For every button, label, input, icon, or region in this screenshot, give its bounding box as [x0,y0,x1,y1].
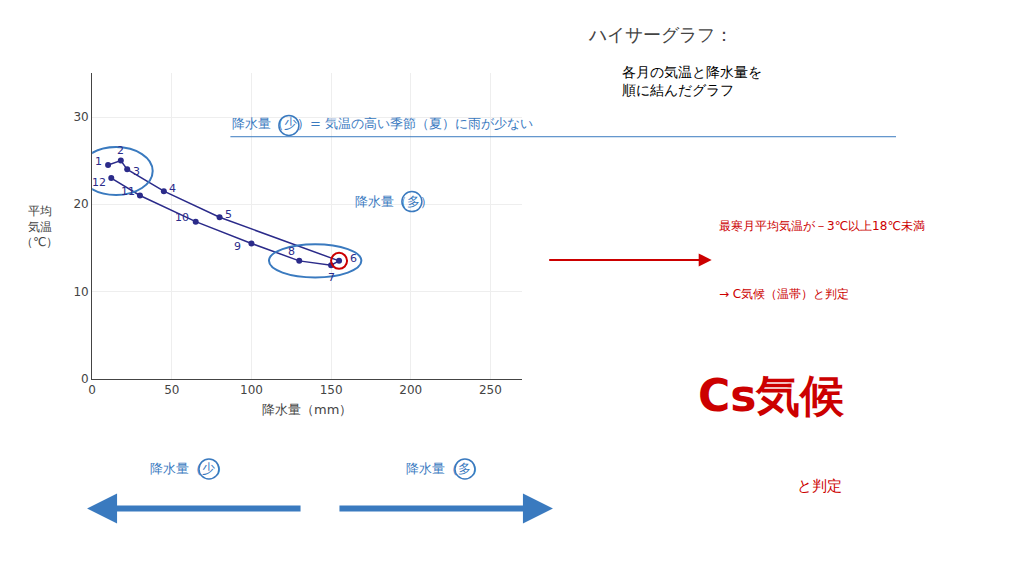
svg-text:30: 30 [73,110,88,124]
svg-text:5: 5 [225,208,232,221]
svg-text:と判定: と判定 [797,477,842,495]
svg-text:ハイサーグラフ：: ハイサーグラフ： [588,24,733,45]
svg-text:10: 10 [73,285,88,299]
svg-text:50: 50 [164,383,179,397]
svg-text:0: 0 [88,383,96,397]
svg-text:2: 2 [117,144,124,157]
svg-text:1: 1 [95,155,102,168]
svg-text:平均気温（℃）: 平均気温（℃） [21,204,58,249]
svg-text:100: 100 [240,383,263,397]
svg-text:11: 11 [121,185,135,198]
svg-text:7: 7 [328,271,335,284]
svg-text:9: 9 [234,240,241,253]
svg-text:0: 0 [81,372,89,386]
svg-text:4: 4 [169,182,176,195]
svg-text:→ C気候（温帯）と判定: → C気候（温帯）と判定 [719,287,849,301]
svg-text:降水量（多）: 降水量（多） [406,461,484,476]
svg-text:8: 8 [288,245,295,258]
svg-text:10: 10 [175,211,189,224]
svg-text:20: 20 [73,197,88,211]
svg-text:最寒月平均気温が－3℃以上18℃未満: 最寒月平均気温が－3℃以上18℃未満 [719,219,925,233]
svg-text:3: 3 [133,165,140,178]
svg-text:250: 250 [479,383,502,397]
svg-text:降水量（多）: 降水量（多） [355,194,433,209]
svg-text:150: 150 [320,383,343,397]
svg-text:各月の気温と降水量を順に結んだグラフ: 各月の気温と降水量を順に結んだグラフ [622,64,762,98]
svg-text:6: 6 [350,252,357,265]
svg-text:Cs気候: Cs気候 [698,370,845,421]
svg-text:降水量（少）: 降水量（少） [150,461,228,476]
svg-text:200: 200 [399,383,422,397]
svg-text:12: 12 [92,176,106,189]
svg-text:降水量（少）= 気温の高い季節（夏）に雨が少ない: 降水量（少）= 気温の高い季節（夏）に雨が少ない [232,116,533,131]
svg-text:降水量（mm）: 降水量（mm） [262,402,352,417]
